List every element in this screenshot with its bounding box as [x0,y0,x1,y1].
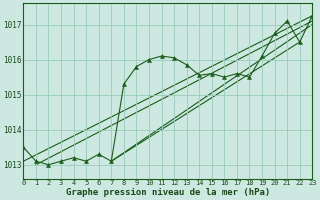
X-axis label: Graphe pression niveau de la mer (hPa): Graphe pression niveau de la mer (hPa) [66,188,270,197]
